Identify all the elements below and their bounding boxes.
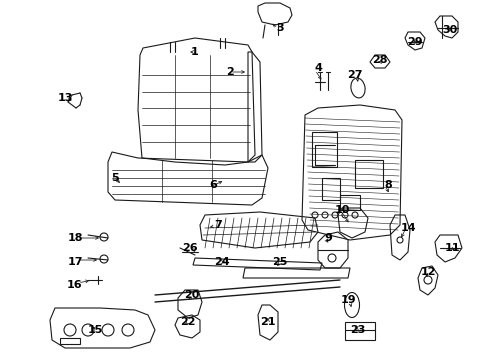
Text: 20: 20 bbox=[184, 290, 199, 300]
Bar bbox=[321, 178, 339, 200]
Text: 11: 11 bbox=[443, 243, 459, 253]
Text: 5: 5 bbox=[111, 173, 119, 183]
Text: 17: 17 bbox=[67, 257, 82, 267]
Text: 2: 2 bbox=[225, 67, 233, 77]
Text: 14: 14 bbox=[399, 223, 415, 233]
Text: 7: 7 bbox=[214, 220, 222, 230]
Text: 8: 8 bbox=[384, 180, 391, 190]
Text: 30: 30 bbox=[442, 25, 457, 35]
Text: 13: 13 bbox=[57, 93, 73, 103]
Text: 22: 22 bbox=[180, 317, 195, 327]
Text: 1: 1 bbox=[191, 47, 199, 57]
Text: 29: 29 bbox=[407, 37, 422, 47]
Bar bbox=[60, 338, 80, 344]
Text: 28: 28 bbox=[371, 55, 387, 65]
Text: 4: 4 bbox=[313, 63, 321, 73]
Bar bbox=[345, 322, 374, 340]
Text: 10: 10 bbox=[334, 205, 349, 215]
Text: 3: 3 bbox=[276, 23, 283, 33]
Text: 6: 6 bbox=[209, 180, 217, 190]
Text: 27: 27 bbox=[346, 70, 362, 80]
Text: 25: 25 bbox=[272, 257, 287, 267]
Text: 16: 16 bbox=[67, 280, 82, 290]
Text: 21: 21 bbox=[260, 317, 275, 327]
Text: 26: 26 bbox=[182, 243, 198, 253]
Text: 15: 15 bbox=[87, 325, 102, 335]
Text: 24: 24 bbox=[214, 257, 229, 267]
Text: 12: 12 bbox=[419, 267, 435, 277]
Bar bbox=[311, 132, 336, 167]
Text: 9: 9 bbox=[324, 233, 331, 243]
Text: 18: 18 bbox=[67, 233, 82, 243]
Text: 19: 19 bbox=[340, 295, 355, 305]
Bar bbox=[354, 160, 382, 188]
Text: 23: 23 bbox=[349, 325, 365, 335]
Bar bbox=[339, 195, 359, 210]
